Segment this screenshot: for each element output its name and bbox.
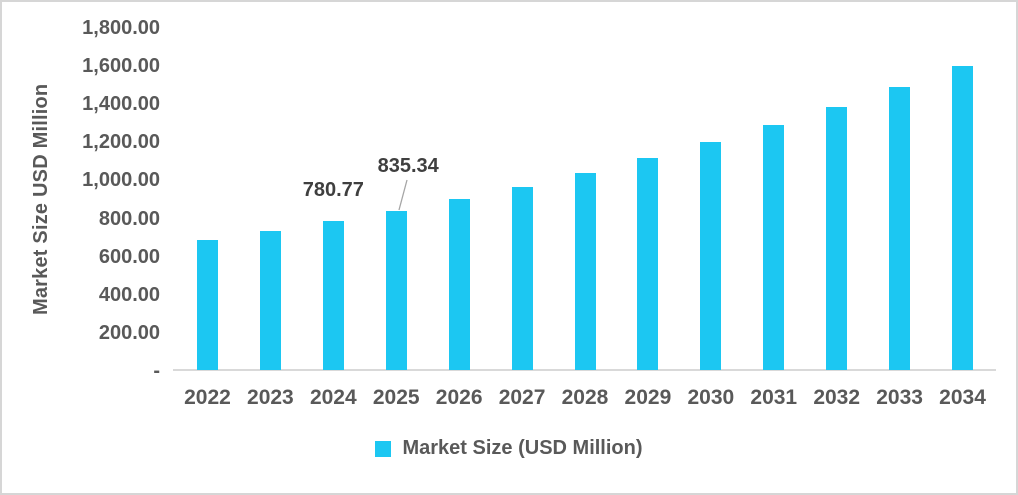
- legend: Market Size (USD Million): [0, 437, 1018, 460]
- bar-2027: [511, 186, 533, 370]
- y-tick-label: 1,600.00: [82, 55, 160, 78]
- y-tick-label: -: [153, 360, 160, 382]
- x-tick-label-2031: 2031: [750, 386, 798, 409]
- legend-label: Market Size (USD Million): [402, 437, 643, 459]
- x-axis-line: [173, 369, 996, 371]
- y-axis-title: Market Size USD Million: [30, 83, 52, 316]
- x-tick-label-2026: 2026: [435, 386, 483, 409]
- x-tick-label-2024: 2024: [309, 386, 357, 409]
- x-axis-labels: 2022 2023 2024 2025 2026 2027 2028 2029 2030 2031…: [176, 386, 994, 410]
- x-tick-label-2023: 2023: [247, 386, 294, 409]
- y-tick-label: 1,800.00: [82, 17, 160, 39]
- bar-2031: [763, 124, 785, 370]
- y-tick-label: 1,000.00: [82, 169, 160, 192]
- x-tick-label-2033: 2033: [876, 386, 923, 409]
- x-tick-label-2029: 2029: [624, 386, 672, 409]
- y-tick-label: 200.00: [98, 321, 160, 344]
- x-tick-label-2034: 2034: [939, 386, 986, 409]
- data-label-2024: 780.77: [302, 179, 364, 202]
- x-tick-label-2022: 2022: [184, 386, 231, 409]
- legend-swatch: [375, 440, 392, 457]
- y-tick-label: 800.00: [98, 207, 160, 230]
- x-tick-label-2025: 2025: [372, 386, 420, 409]
- y-tick-label: 400.00: [98, 283, 160, 306]
- bar-2025: [385, 210, 407, 370]
- data-label-2025: 835.34: [377, 154, 439, 177]
- x-tick-label-2027: 2027: [498, 386, 546, 409]
- x-tick-label-2030: 2030: [687, 386, 735, 409]
- bar-2032: [826, 106, 848, 370]
- leader-line: [398, 179, 408, 210]
- bar-2028: [574, 172, 596, 370]
- y-tick-label: 600.00: [98, 245, 160, 268]
- x-tick-label-2032: 2032: [813, 386, 861, 409]
- bar-2034: [952, 65, 974, 370]
- bar-2026: [448, 199, 470, 370]
- bar-2029: [637, 157, 659, 370]
- bar-2030: [700, 142, 722, 370]
- y-tick-label: 1,400.00: [82, 93, 160, 116]
- y-tick-label: 1,200.00: [82, 131, 160, 154]
- plot-area: 780.77 835.34: [173, 28, 996, 371]
- bar-2023: [259, 230, 281, 370]
- x-tick-label-2028: 2028: [561, 386, 609, 409]
- bar-2033: [889, 87, 911, 370]
- bar-2024: [322, 221, 344, 370]
- bar-2022: [196, 239, 218, 370]
